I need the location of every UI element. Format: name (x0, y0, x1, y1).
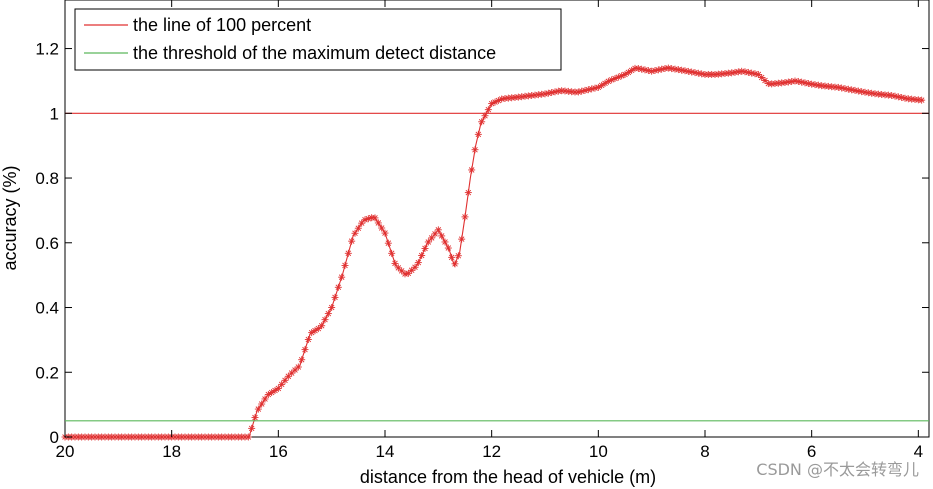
data-point (474, 130, 482, 138)
data-point (364, 215, 372, 223)
data-point (384, 239, 392, 247)
data-point (321, 316, 329, 324)
y-tick-label: 1 (50, 104, 59, 123)
data-point (254, 405, 262, 413)
data-point (454, 252, 462, 260)
x-tick-label: 6 (807, 442, 816, 461)
data-point (471, 146, 479, 154)
x-tick-label: 12 (482, 442, 501, 461)
data-point (381, 229, 389, 237)
data-point (438, 232, 446, 240)
data-point (304, 335, 312, 343)
data-point (448, 253, 456, 261)
data-point (318, 322, 326, 330)
data-point (371, 214, 379, 222)
data-point (601, 79, 609, 87)
series-line-0 (65, 67, 924, 438)
data-point (298, 356, 306, 364)
data-point (374, 219, 382, 227)
legend-box (74, 8, 562, 71)
plot-frame (64, 0, 930, 438)
data-point (338, 273, 346, 281)
data-point (354, 224, 362, 232)
y-axis: 0 0.2 0.4 0.6 0.8 1 1.2 (35, 40, 929, 447)
series-layer (61, 64, 929, 441)
data-point (391, 259, 399, 267)
data-point (344, 249, 352, 257)
legend-label-100-percent: the line of 100 percent (133, 15, 311, 35)
data-point (388, 249, 396, 257)
x-axis-label: distance from the head of vehicle (m) (360, 467, 656, 487)
legend: the line of 100 percent the threshold of… (74, 8, 562, 71)
x-tick-label: 4 (914, 442, 923, 461)
data-point (428, 234, 436, 242)
x-tick-label: 20 (56, 442, 75, 461)
data-point (411, 263, 419, 271)
x-tick-label: 16 (269, 442, 288, 461)
data-point (314, 325, 322, 333)
data-point (431, 230, 439, 238)
data-point (478, 118, 486, 126)
data-point (451, 260, 459, 268)
data-point (331, 293, 339, 301)
legend-label-threshold: the threshold of the maximum detect dist… (133, 43, 496, 63)
data-point (421, 244, 429, 252)
data-point (281, 376, 289, 384)
x-axis: 20 18 16 14 12 10 8 6 4 (56, 0, 923, 461)
data-point (894, 93, 902, 101)
data-point (261, 395, 269, 403)
data-point (414, 259, 422, 267)
data-point (418, 252, 426, 260)
data-point (278, 380, 286, 388)
data-point (461, 213, 469, 221)
y-tick-label: 0.6 (35, 234, 59, 253)
data-point (681, 67, 689, 75)
data-point (341, 261, 349, 269)
data-point (294, 363, 302, 371)
data-point (468, 166, 476, 174)
data-point (578, 87, 586, 95)
data-point (274, 384, 282, 392)
data-point (588, 85, 596, 93)
data-point (258, 400, 266, 408)
data-point (351, 229, 359, 237)
data-point (324, 310, 332, 318)
data-point (441, 238, 449, 246)
data-point (378, 224, 386, 232)
data-point (301, 346, 309, 354)
data-point (244, 433, 252, 441)
y-axis-label: accuracy (%) (0, 165, 20, 270)
y-tick-label: 1.2 (35, 40, 59, 59)
y-tick-label: 0.2 (35, 363, 59, 382)
x-tick-label: 14 (376, 442, 395, 461)
watermark: CSDN @不太会转弯儿 (756, 460, 919, 479)
y-tick-label: 0 (50, 428, 59, 447)
data-point (248, 424, 256, 432)
data-point (358, 219, 366, 227)
data-point (758, 73, 766, 81)
x-tick-label: 8 (700, 442, 709, 461)
data-point (484, 106, 492, 114)
data-point (574, 88, 582, 96)
data-point (918, 96, 926, 104)
data-point (424, 238, 432, 246)
data-point (434, 226, 442, 234)
data-point (328, 304, 336, 312)
data-point (594, 83, 602, 91)
data-point (251, 414, 259, 422)
data-point (458, 235, 466, 243)
y-tick-label: 0.4 (35, 299, 59, 318)
y-tick-label: 0.8 (35, 169, 59, 188)
x-tick-label: 18 (162, 442, 181, 461)
data-point (334, 283, 342, 291)
data-point (348, 237, 356, 245)
data-point (464, 189, 472, 197)
data-point (444, 244, 452, 252)
x-tick-label: 10 (589, 442, 608, 461)
